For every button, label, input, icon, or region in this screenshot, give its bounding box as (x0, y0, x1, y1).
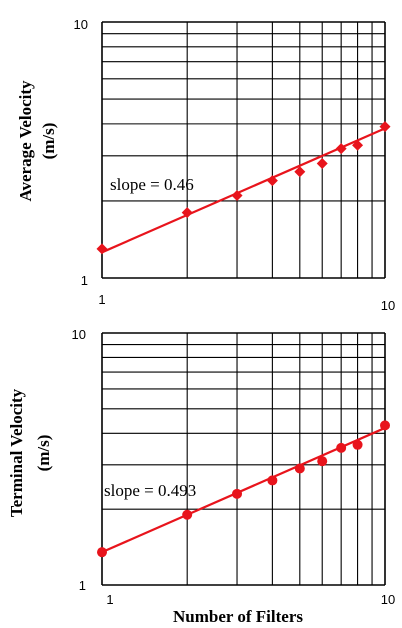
data-points (97, 420, 390, 558)
x-tick-right: 10 (381, 592, 395, 607)
data-point (232, 488, 243, 499)
slope-annotation: slope = 0.493 (104, 481, 196, 500)
data-point (267, 475, 278, 486)
data-point (380, 420, 390, 431)
x-axis-label: Number of Filters (173, 607, 303, 626)
average-velocity-chart: 10 1 1 10 Average Velocity (m/s) slope =… (16, 17, 395, 313)
data-point (336, 442, 347, 453)
data-point (96, 243, 108, 255)
plot-grid (101, 332, 386, 586)
data-point (335, 143, 347, 155)
y-tick-top: 10 (74, 17, 88, 32)
data-point (294, 166, 306, 178)
x-tick-left: 1 (98, 292, 105, 307)
y-axis-label-line1: Terminal Velocity (7, 388, 26, 517)
data-point (266, 175, 278, 187)
data-point (352, 139, 364, 151)
x-tick-right: 10 (381, 298, 395, 313)
data-point (181, 207, 193, 219)
slope-annotation: slope = 0.46 (110, 175, 194, 194)
y-axis-label-line2: (m/s) (39, 123, 58, 160)
y-axis-label-line2: (m/s) (34, 435, 53, 472)
data-point (316, 158, 328, 170)
data-point (379, 121, 391, 133)
data-point (352, 439, 363, 450)
x-tick-left: 1 (106, 592, 113, 607)
y-tick-bottom: 1 (81, 273, 88, 288)
data-point (317, 456, 328, 467)
data-point (294, 463, 305, 474)
terminal-velocity-chart: 10 1 1 10 Terminal Velocity (m/s) slope … (7, 327, 395, 626)
data-points (96, 121, 391, 255)
y-tick-top: 10 (72, 327, 86, 342)
data-point (182, 509, 193, 520)
data-point (231, 190, 243, 202)
y-axis-label-line1: Average Velocity (16, 80, 35, 202)
data-point (97, 547, 107, 558)
y-tick-bottom: 1 (79, 578, 86, 593)
